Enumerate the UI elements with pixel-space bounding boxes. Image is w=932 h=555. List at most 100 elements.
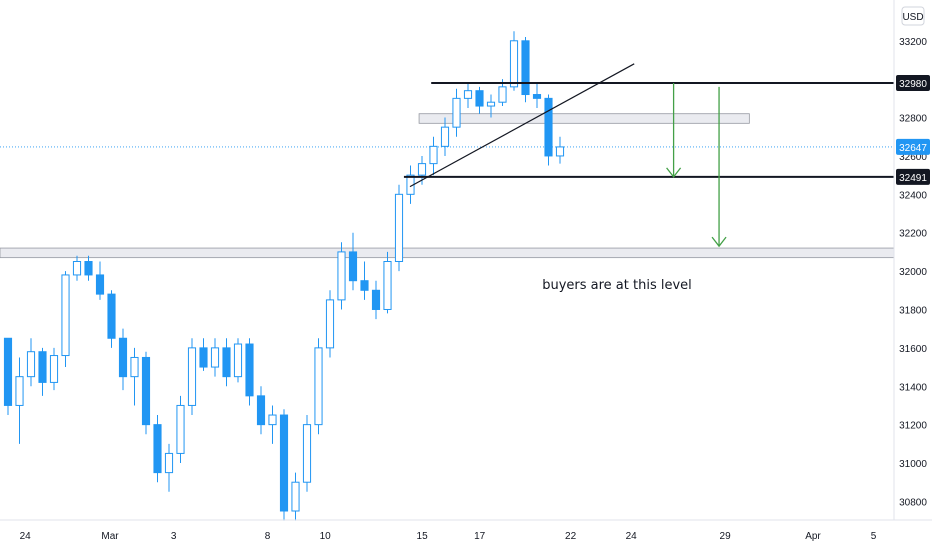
candle (452, 88, 461, 137)
candle-body (176, 404, 185, 454)
price-tick-label: 32000 (899, 267, 927, 278)
candle (291, 472, 300, 521)
candle (475, 86, 484, 114)
marker-label: 32647 (899, 143, 927, 154)
candle (3, 337, 13, 416)
marker-box (896, 168, 930, 185)
price-tick-label: 32400 (899, 190, 927, 201)
candle (337, 242, 346, 310)
candle (486, 94, 496, 118)
candle (268, 405, 277, 444)
candle-body (417, 163, 427, 176)
candle (141, 351, 151, 435)
candle-body (15, 376, 24, 406)
candle-body (118, 337, 128, 378)
candle (555, 136, 565, 164)
marker-box (896, 75, 930, 92)
price-markers: 32980 32647 32491 (896, 75, 930, 185)
candle-body (544, 97, 553, 157)
candle-body (452, 97, 461, 128)
price-tick-label: 30800 (899, 497, 927, 508)
candle-body (383, 261, 392, 310)
candle-body (222, 347, 231, 378)
down-arrow (711, 86, 727, 248)
candle-body (498, 86, 507, 103)
candle (210, 338, 220, 377)
candle-body (440, 126, 450, 147)
price-tick-label: 32600 (899, 152, 927, 163)
candle (176, 395, 185, 464)
candle (256, 386, 266, 435)
candle-body (521, 40, 530, 96)
candle (383, 251, 392, 314)
candle (429, 136, 438, 176)
marker-label: 32980 (899, 79, 927, 90)
currency-label: USD (902, 12, 923, 23)
candle (325, 290, 335, 358)
candle (302, 415, 312, 492)
candle (521, 36, 530, 103)
currency-badge[interactable]: USD (901, 6, 925, 26)
candle (440, 117, 450, 156)
candle (360, 261, 369, 300)
chart-annotation: buyers are at this level (542, 278, 692, 293)
candle-body (199, 347, 208, 368)
arrow-head (711, 236, 727, 248)
candle (222, 338, 231, 387)
time-tick-label: Apr (805, 531, 821, 542)
candle (245, 338, 254, 406)
candle (72, 255, 82, 281)
candle-body (394, 193, 404, 262)
candle-body (3, 337, 13, 406)
candle (279, 409, 289, 521)
candle-body (130, 356, 139, 378)
candle (95, 261, 105, 300)
time-tick-label: 29 (720, 531, 732, 542)
time-tick-label: 22 (565, 531, 577, 542)
candle (348, 232, 358, 291)
candle-body (245, 343, 254, 397)
candle-body (61, 274, 70, 357)
price-tick-label: 31600 (899, 344, 927, 355)
candle-body (509, 40, 519, 88)
price-tick-label: 31800 (899, 305, 927, 316)
trendline (409, 63, 635, 188)
candle (314, 338, 323, 435)
candle (26, 338, 36, 387)
price-line-marker: 32491 (896, 168, 930, 185)
candle (371, 280, 381, 320)
candle-body (555, 146, 565, 157)
candle-body (486, 101, 496, 107)
candle-body (153, 424, 162, 474)
time-tick-label: 5 (871, 531, 877, 542)
candle (463, 83, 473, 108)
candle (107, 290, 116, 348)
candle (233, 338, 243, 383)
candle-body (107, 293, 116, 339)
candle (532, 83, 542, 108)
candle (199, 338, 208, 371)
candle-body (84, 261, 93, 276)
candle-body (26, 351, 36, 378)
resistance-zone (418, 113, 750, 124)
candle-body (360, 280, 369, 291)
time-tick-label: 8 (265, 531, 271, 542)
time-tick-label: 10 (320, 531, 332, 542)
time-axis-labels[interactable]: 24 Mar 3 8 10 15 17 22 24 29 Apr 5 (20, 531, 877, 542)
price-tick-label: 33200 (899, 37, 927, 48)
candle-body (532, 94, 542, 99)
candle-body (371, 289, 381, 310)
marker-box (896, 138, 930, 155)
candle-body (279, 414, 289, 512)
time-tick-label: Mar (101, 531, 119, 542)
candle (84, 255, 93, 281)
candle-body (233, 343, 243, 378)
candle-body (348, 251, 358, 282)
candle (61, 271, 70, 368)
candle-body (95, 274, 105, 295)
candle-body (187, 347, 197, 406)
candle-body (210, 347, 220, 368)
candle (153, 415, 162, 483)
price-axis-labels[interactable]: 3320033000328003260032400322003200031800… (899, 37, 927, 509)
